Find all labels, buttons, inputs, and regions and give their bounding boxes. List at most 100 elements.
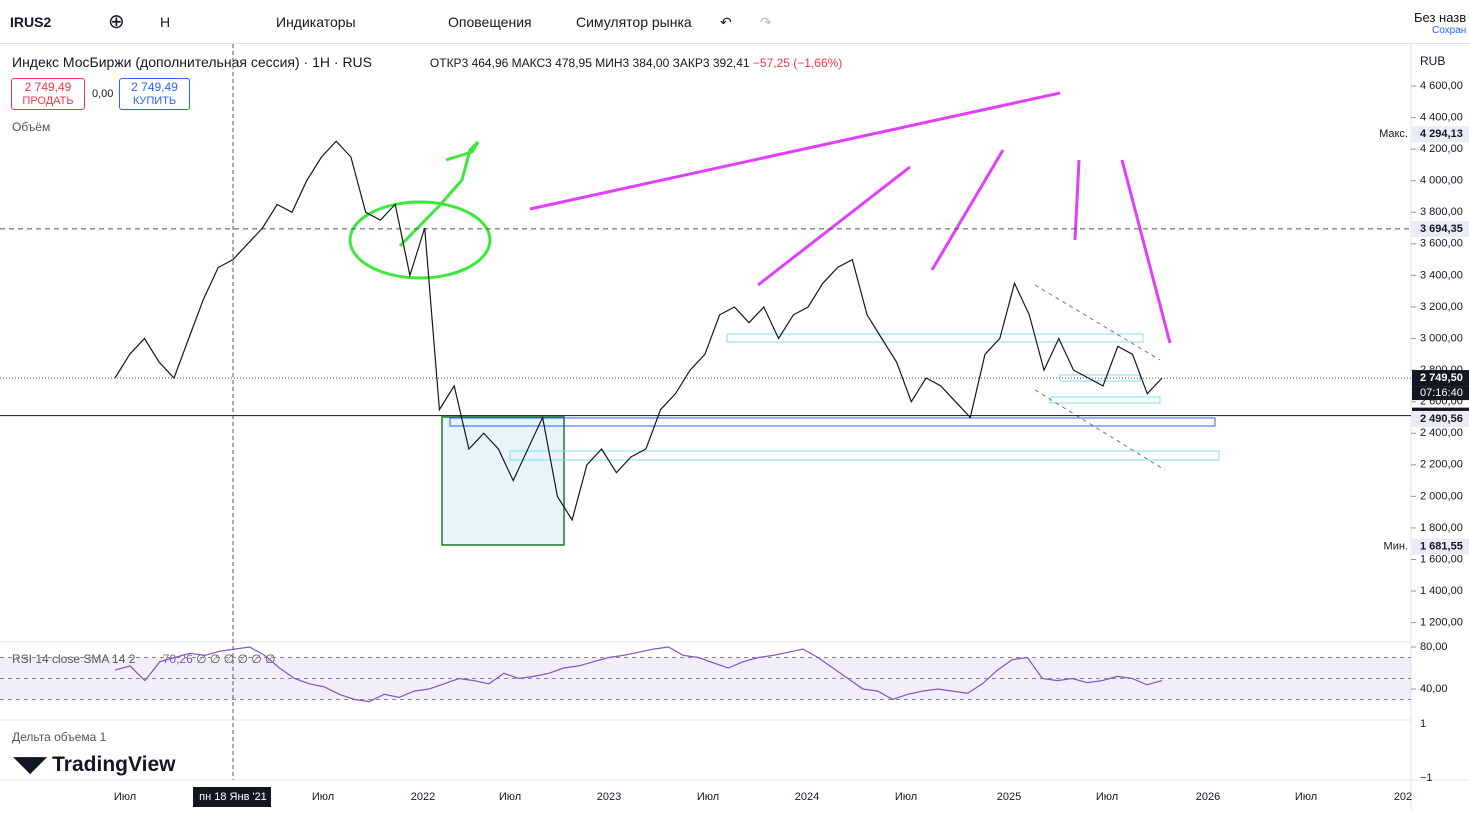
rsi-nulls: ∅ ∅ ∅ ∅ ∅ ∅ — [196, 652, 276, 666]
add-symbol[interactable]: ⊕ — [108, 11, 125, 33]
change: −57,25 (−1,66%) — [752, 56, 843, 70]
x-tick-label: Июл — [114, 791, 136, 803]
interval[interactable]: H — [160, 14, 171, 30]
price-marker-label: 3 694,35 — [1420, 223, 1463, 235]
toolbar: IRUS2 ⊕ H Индикаторы Оповещения Симулято… — [0, 0, 1469, 44]
y-tick-label: 2 000,00 — [1420, 490, 1463, 502]
rect-drawings — [449, 333, 1220, 461]
price-marker-label: 1 681,55 — [1420, 541, 1463, 553]
legend: Индекс МосБиржи (дополнительная сессия) … — [12, 54, 842, 70]
y-tick-label: 1 600,00 — [1420, 553, 1463, 565]
x-tick-label: Июл — [697, 791, 719, 803]
currency[interactable]: RUB — [1420, 54, 1446, 68]
y-tick-label: 1 200,00 — [1420, 617, 1463, 629]
x-tick-label: 2025 — [997, 791, 1021, 803]
x-tick-label: пн 18 Янв '21 — [199, 791, 267, 803]
y-tick-label: 3 200,00 — [1420, 301, 1463, 313]
l-label: МИН — [595, 56, 623, 70]
price-marker — [1412, 220, 1469, 237]
sell-label: ПРОДАТЬ — [22, 95, 74, 107]
y-tick-label: 1 400,00 — [1420, 585, 1463, 597]
delta-tick: −1 — [1420, 772, 1433, 784]
h-label: МАКС — [511, 56, 546, 70]
crosshair-label-bg — [193, 787, 271, 807]
delta-tick: 1 — [1420, 718, 1426, 730]
brand: ◥◤ TradingView — [14, 753, 176, 776]
series-line — [114, 140, 1163, 522]
y-tick-label: 3 800,00 — [1420, 206, 1463, 218]
y-tick-label: 3 000,00 — [1420, 332, 1463, 344]
rsi-value: 70,26 — [162, 652, 193, 666]
y-tick-label: 2 600,00 — [1420, 396, 1463, 408]
redo[interactable]: ↷ — [760, 14, 772, 30]
y-tick-label: 4 600,00 — [1420, 80, 1463, 92]
buy-price: 2 749,49 — [131, 80, 178, 94]
o: 3 464,96 — [461, 56, 509, 70]
c: 3 392,41 — [702, 56, 750, 70]
delta-title: Дельта объема 1 — [12, 730, 107, 744]
x-tick-label: 202 — [1394, 791, 1412, 803]
y-tick-label: 1 800,00 — [1420, 522, 1463, 534]
y-tick-label: 4 000,00 — [1420, 175, 1463, 187]
x-tick-label: 2026 — [1196, 791, 1220, 803]
legend-title: Индекс МосБиржи (дополнительная сессия) … — [12, 54, 373, 70]
green-arrow — [398, 140, 480, 248]
o-label: ОТКР — [429, 56, 462, 70]
c-label: ЗАКР — [672, 56, 703, 70]
channel — [1034, 284, 1166, 471]
price-marker-label: 2 511,57 — [1420, 410, 1462, 422]
price-marker — [1412, 126, 1469, 143]
h: 3 478,95 — [545, 56, 592, 70]
price-marker — [1412, 370, 1469, 387]
rsi-legend: RSI 14 close SMA 14 2 70,26 ∅ ∅ ∅ ∅ ∅ ∅ — [12, 652, 276, 666]
y-tick-label: 2 400,00 — [1420, 427, 1463, 439]
x-tick-label: Июл — [895, 791, 917, 803]
layout-name[interactable]: Без назв — [1414, 10, 1467, 25]
buy[interactable]: 2 749,49 КУПИТЬ — [119, 78, 190, 110]
y-tick-label: 2 200,00 — [1420, 459, 1463, 471]
y-tick-label: 2 800,00 — [1420, 364, 1463, 376]
rsi-title: RSI 14 close SMA 14 2 — [12, 652, 136, 666]
undo[interactable]: ↶ — [720, 14, 732, 30]
sell[interactable]: 2 749,49 ПРОДАТЬ — [11, 78, 85, 110]
replay[interactable]: Симулятор рынка — [576, 14, 692, 30]
x-tick-label: Июл — [1096, 791, 1118, 803]
y-tick-label: 3 400,00 — [1420, 269, 1463, 281]
price-marker-label: 4 294,13 — [1420, 128, 1463, 140]
min-caption: Мин. — [1384, 541, 1408, 553]
alerts[interactable]: Оповещения — [448, 14, 532, 30]
save[interactable]: Сохран — [1432, 25, 1467, 36]
sell-price: 2 749,49 — [24, 80, 72, 94]
y-tick-label: 80,00 — [1420, 641, 1448, 653]
ellipse — [348, 200, 492, 280]
volume-label: Объём — [12, 120, 51, 134]
price-marker — [1412, 407, 1469, 424]
price-marker-label: 2 749,50 — [1420, 372, 1463, 384]
x-tick-label: Июл — [499, 791, 521, 803]
price-marker — [1412, 410, 1469, 427]
y-tick-label: 4 400,00 — [1420, 111, 1463, 123]
countdown-bg — [1412, 386, 1469, 401]
x-tick-label: 2022 — [411, 791, 435, 803]
symbol[interactable]: IRUS2 — [10, 14, 52, 30]
x-tick-label: 2024 — [795, 791, 819, 803]
price-marker — [1412, 538, 1469, 555]
countdown: 07:16:40 — [1420, 387, 1463, 399]
box-drawing — [441, 416, 565, 546]
max-caption: Макс. — [1379, 128, 1408, 140]
y-tick-label: 40,00 — [1420, 683, 1448, 695]
ohlc: ОТКР3 464,96 МАКС3 478,95 МИН3 384,00 ЗА… — [430, 56, 842, 70]
x-tick-label: Июл — [1295, 791, 1317, 803]
x-tick-label: 2023 — [597, 791, 621, 803]
x-tick-label: Июл — [312, 791, 334, 803]
price-marker-label: 2 490,56 — [1420, 413, 1463, 425]
brand-name: TradingView — [52, 753, 176, 776]
indicators[interactable]: Индикаторы — [276, 14, 356, 30]
y-tick-label: 4 200,00 — [1420, 143, 1463, 155]
y-tick-label: 3 600,00 — [1420, 238, 1463, 250]
spread: 0,00 — [92, 88, 114, 100]
buy-label: КУПИТЬ — [132, 95, 177, 107]
arrows — [529, 91, 1172, 344]
